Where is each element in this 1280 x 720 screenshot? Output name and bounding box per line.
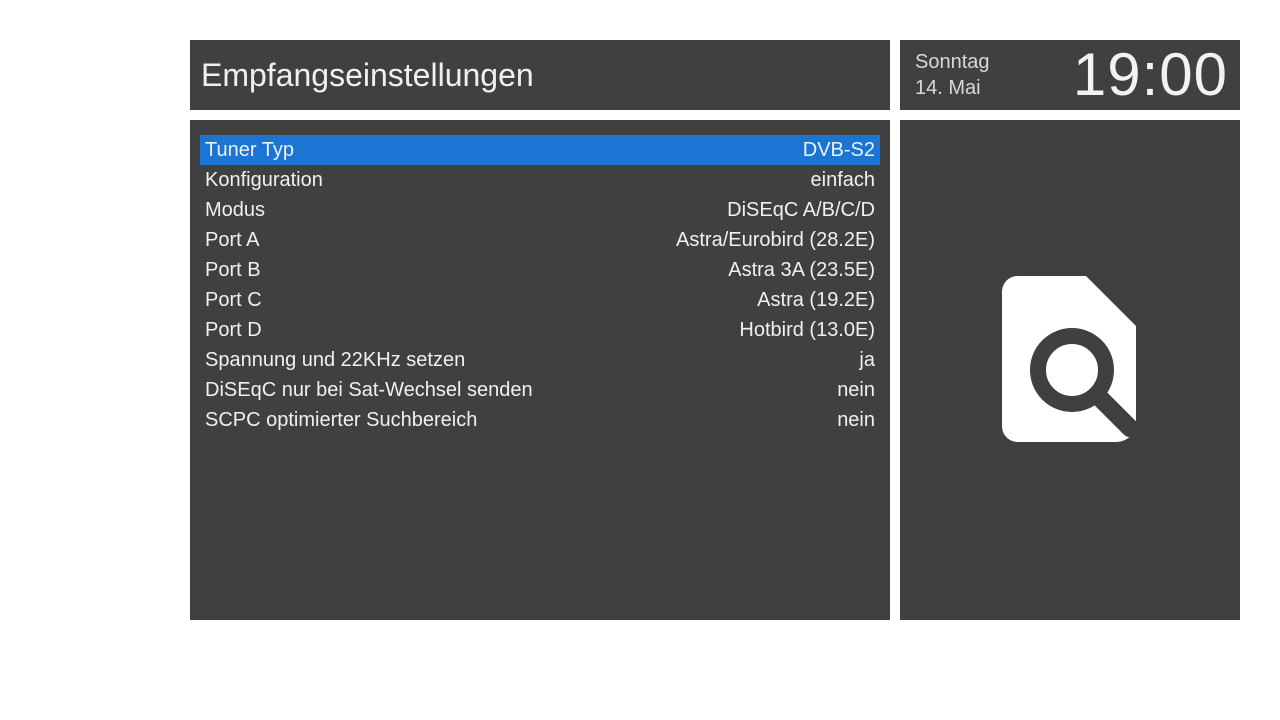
setting-label: Port A	[205, 229, 260, 251]
setting-label: Port D	[205, 319, 262, 341]
setting-value: Astra (19.2E)	[757, 289, 875, 311]
setting-row-port-b[interactable]: Port B Astra 3A (23.5E)	[200, 255, 880, 285]
setting-row-diseqc-sat-wechsel[interactable]: DiSEqC nur bei Sat-Wechsel senden nein	[200, 375, 880, 405]
settings-list: Tuner Typ DVB-S2 Konfiguration einfach M…	[200, 135, 880, 435]
clock-time: 19:00	[1072, 41, 1228, 108]
setting-label: Konfiguration	[205, 169, 323, 191]
setting-row-scpc-suchbereich[interactable]: SCPC optimierter Suchbereich nein	[200, 405, 880, 435]
setting-row-port-d[interactable]: Port D Hotbird (13.0E)	[200, 315, 880, 345]
page-title: Empfangseinstellungen	[201, 57, 534, 93]
setting-label: Modus	[205, 199, 266, 221]
setting-row-tuner-typ[interactable]: Tuner Typ DVB-S2	[200, 135, 880, 165]
setting-row-port-c[interactable]: Port C Astra (19.2E)	[200, 285, 880, 315]
setting-value: Astra 3A (23.5E)	[728, 259, 875, 281]
setting-value: ja	[859, 349, 875, 371]
setting-label: SCPC optimierter Suchbereich	[205, 409, 478, 431]
setting-value: einfach	[810, 169, 876, 191]
setting-value: DiSEqC A/B/C/D	[727, 199, 875, 221]
setting-value: Hotbird (13.0E)	[739, 319, 875, 341]
setting-value: nein	[837, 379, 875, 401]
setting-row-konfiguration[interactable]: Konfiguration einfach	[200, 165, 880, 195]
clock-panel: Sonntag 14. Mai 19:00	[900, 40, 1240, 110]
setting-label: DiSEqC nur bei Sat-Wechsel senden	[205, 379, 533, 401]
title-bar: Empfangseinstellungen	[190, 40, 890, 110]
setting-row-port-a[interactable]: Port A Astra/Eurobird (28.2E)	[200, 225, 880, 255]
setting-row-modus[interactable]: Modus DiSEqC A/B/C/D	[200, 195, 880, 225]
setting-value: nein	[837, 409, 875, 431]
setting-label: Port C	[205, 289, 262, 311]
weekday-label: Sonntag	[915, 51, 990, 73]
file-search-icon	[1002, 276, 1138, 442]
date-label: 14. Mai	[915, 77, 981, 99]
setting-row-spannung-22khz[interactable]: Spannung und 22KHz setzen ja	[200, 345, 880, 375]
setting-label: Tuner Typ	[205, 139, 294, 161]
setting-label: Spannung und 22KHz setzen	[205, 349, 466, 371]
setting-label: Port B	[205, 259, 261, 281]
preview-panel	[900, 120, 1240, 620]
setting-value: DVB-S2	[802, 139, 875, 161]
settings-menu-panel: Tuner Typ DVB-S2 Konfiguration einfach M…	[190, 120, 890, 620]
setting-value: Astra/Eurobird (28.2E)	[676, 229, 875, 251]
